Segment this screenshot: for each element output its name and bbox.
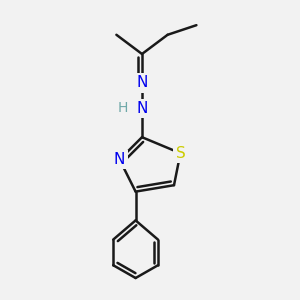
Text: H: H [118, 101, 128, 116]
Text: N: N [136, 75, 148, 90]
Text: N: N [136, 101, 148, 116]
Text: S: S [176, 146, 185, 161]
Text: N: N [114, 152, 125, 167]
